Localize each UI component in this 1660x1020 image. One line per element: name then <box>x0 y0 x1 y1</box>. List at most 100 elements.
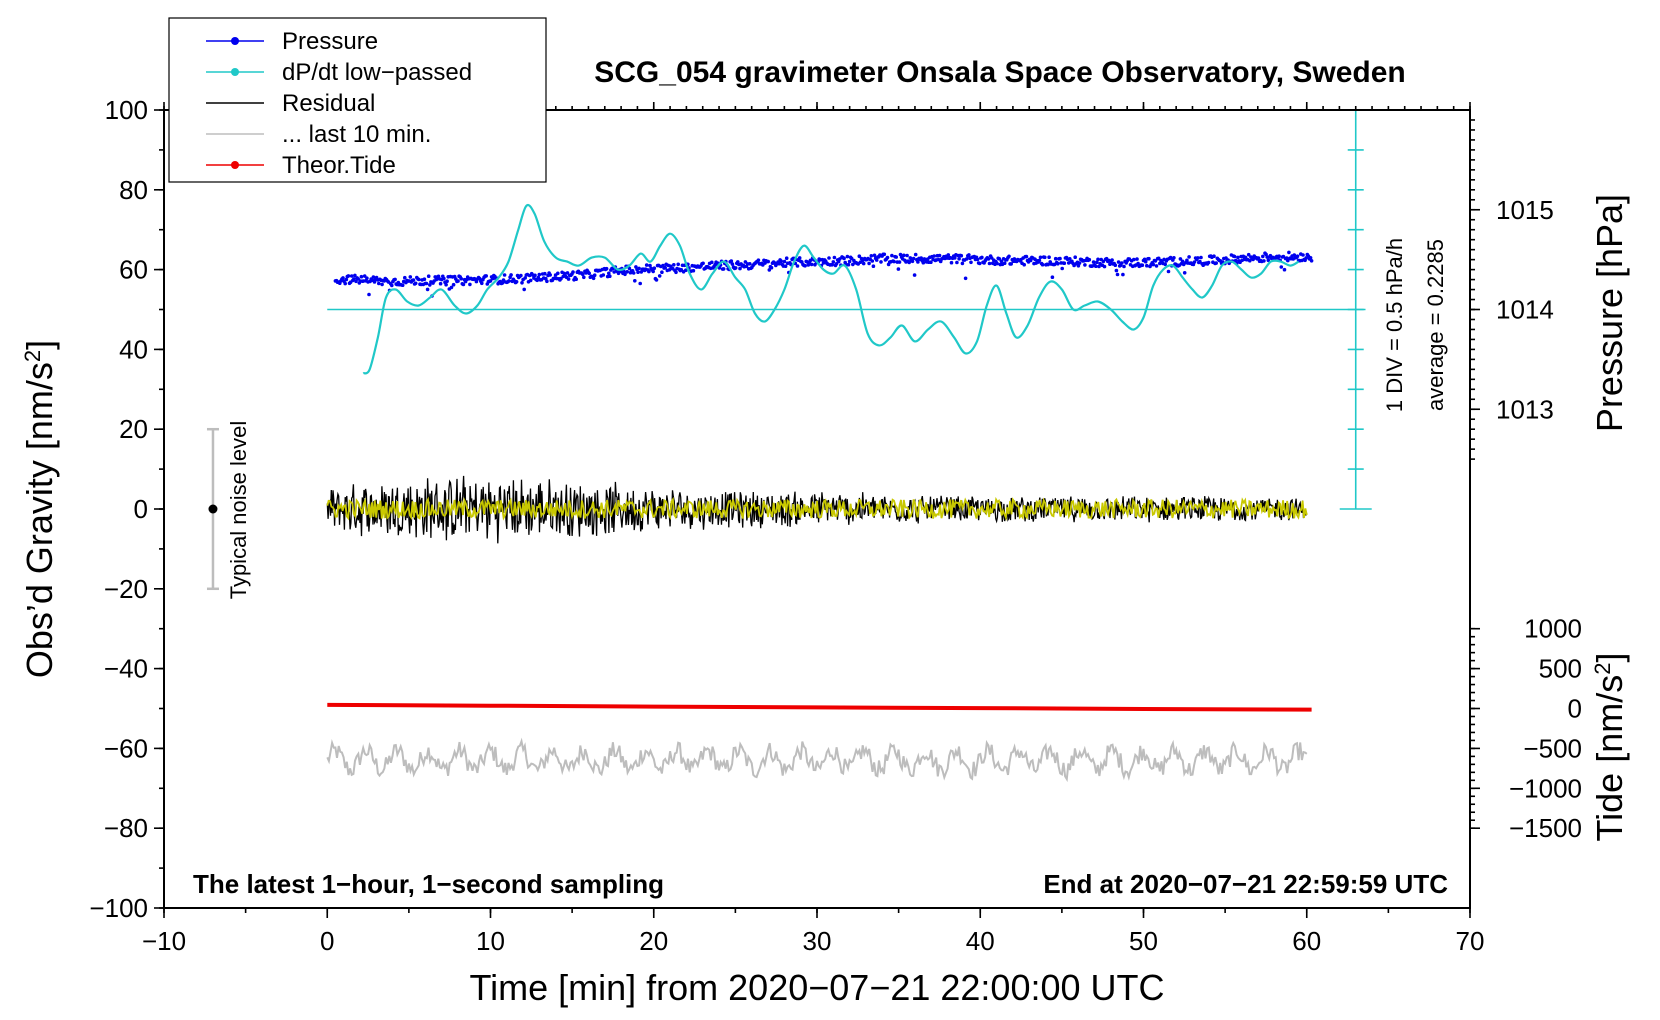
pressure-point <box>1053 256 1058 261</box>
pressure-point <box>1107 258 1111 263</box>
pressure-point <box>896 267 901 271</box>
y-axis-label-text: Obs’d Gravity [nm/s <box>19 362 60 678</box>
pressure-point <box>651 269 655 274</box>
pressure-point <box>428 283 432 287</box>
pressure-point <box>1180 259 1185 264</box>
y-axis-label-end: ] <box>19 340 60 350</box>
legend-marker <box>231 161 239 169</box>
pressure-point <box>548 273 552 277</box>
pressure-point <box>795 264 800 268</box>
pressure-point <box>1282 267 1287 272</box>
pressure-point <box>1102 264 1107 269</box>
y-tick-label: −80 <box>104 813 148 843</box>
y-tick-label: 80 <box>119 175 148 205</box>
filtered-residual-trace <box>326 496 1308 521</box>
pressure-point <box>937 253 942 258</box>
pressure-point <box>1056 261 1060 266</box>
pressure-point <box>434 277 439 282</box>
pressure-point <box>1028 258 1033 263</box>
data-series-layer <box>326 109 1372 783</box>
x-tick-label: 0 <box>320 926 334 956</box>
legend-marker <box>231 68 239 76</box>
pressure-point <box>977 261 982 266</box>
pressure-point <box>1097 264 1101 269</box>
pressure-point <box>1120 261 1124 265</box>
noise-level-label: Typical noise level <box>226 421 251 600</box>
pressure-tick-label: 1013 <box>1496 394 1554 424</box>
pressure-point <box>638 281 642 286</box>
pressure-point <box>660 270 664 275</box>
pressure-point <box>1153 259 1158 263</box>
pressure-point <box>344 277 349 282</box>
pressure-point <box>612 270 616 274</box>
pressure-point <box>1185 258 1189 263</box>
pressure-point <box>1264 252 1268 257</box>
pressure-point <box>648 263 652 268</box>
pressure-point <box>869 254 874 258</box>
pressure-point <box>1295 254 1300 258</box>
pressure-point <box>461 282 466 287</box>
rate-scale-label: 1 DIV = 0.5 hPa/h <box>1382 238 1407 412</box>
pressure-point <box>1060 266 1064 271</box>
pressure-point <box>636 270 640 275</box>
pressure-point <box>647 269 651 274</box>
pressure-point <box>845 254 850 259</box>
pressure-point <box>960 261 965 266</box>
pressure-point <box>390 283 394 288</box>
pressure-axis-label: Pressure [hPa] <box>1589 194 1630 432</box>
pressure-point <box>1192 260 1197 264</box>
tide-tick-label: −1000 <box>1509 773 1582 803</box>
pressure-point <box>1038 255 1043 260</box>
legend-label: dP/dt low−passed <box>282 59 472 86</box>
pressure-point <box>730 262 735 266</box>
pressure-point <box>987 261 992 266</box>
pressure-point <box>910 259 915 264</box>
pressure-point <box>425 287 430 292</box>
pressure-point <box>587 271 591 276</box>
pressure-point <box>1198 259 1202 264</box>
y-tick-label: −40 <box>104 654 148 684</box>
tide-tick-label: 0 <box>1568 694 1582 724</box>
pressure-point <box>857 254 862 258</box>
y-tick-label: −100 <box>89 893 148 923</box>
pressure-point <box>861 261 866 266</box>
pressure-point <box>372 280 377 284</box>
pressure-point <box>797 256 802 260</box>
pressure-point <box>556 271 560 276</box>
pressure-point <box>1301 253 1305 257</box>
pressure-point <box>867 261 871 266</box>
tide-axis-label-end: ] <box>1589 653 1630 663</box>
pressure-point <box>468 282 472 287</box>
pressure-point <box>608 274 612 279</box>
pressure-point <box>582 275 586 280</box>
pressure-tick-label: 1014 <box>1496 295 1554 325</box>
pressure-point <box>1046 262 1050 267</box>
legend-label: Theor.Tide <box>282 152 396 179</box>
x-tick-label: 30 <box>803 926 832 956</box>
x-tick-label: −10 <box>142 926 186 956</box>
pressure-point <box>836 259 841 264</box>
pressure-point <box>1077 261 1082 265</box>
pressure-point <box>929 260 933 265</box>
pressure-point <box>1068 257 1072 261</box>
pressure-point <box>729 259 734 263</box>
tide-tick-label: 500 <box>1539 654 1582 684</box>
pressure-point <box>872 253 877 258</box>
pressure-point <box>912 273 917 277</box>
noise-center-dot <box>208 504 218 514</box>
pressure-point <box>1083 263 1087 267</box>
pressure-point <box>445 279 449 284</box>
pressure-point <box>536 275 541 280</box>
pressure-point <box>1062 261 1067 266</box>
legend-label: ... last 10 min. <box>282 121 431 148</box>
pressure-point <box>1182 271 1187 275</box>
pressure-point <box>1143 259 1148 264</box>
pressure-point <box>1022 262 1026 267</box>
pressure-point <box>980 255 984 260</box>
pressure-point <box>963 276 968 281</box>
pressure-point <box>967 253 971 257</box>
pressure-point <box>847 259 852 264</box>
tide-trace <box>327 702 1312 712</box>
pressure-point <box>417 277 421 282</box>
pressure-point <box>827 256 831 260</box>
